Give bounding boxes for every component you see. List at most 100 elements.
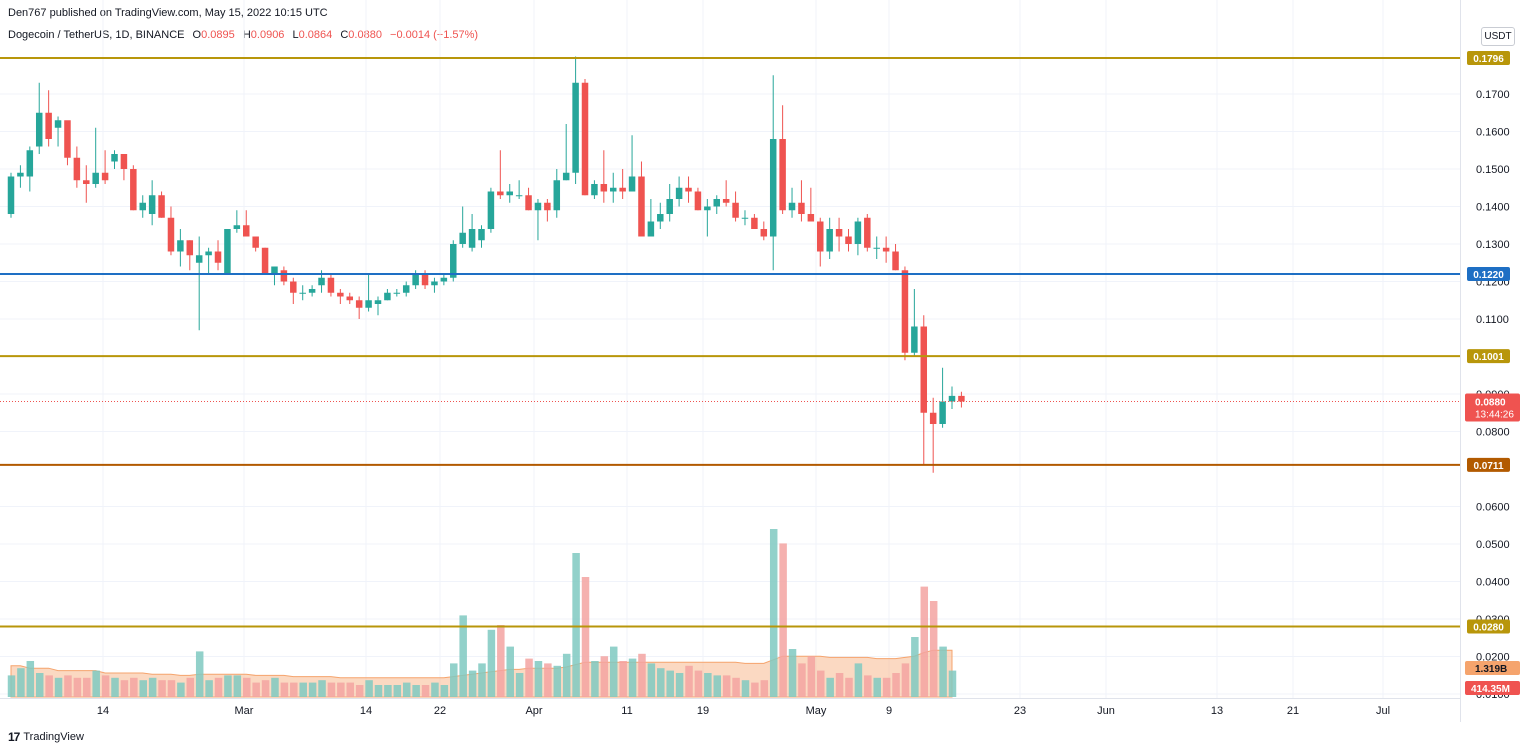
candle-body	[327, 277, 335, 293]
candle-body	[177, 240, 184, 252]
candle	[638, 161, 645, 237]
candle-body	[817, 221, 824, 252]
time-tick-label: 23	[1014, 705, 1026, 717]
candle	[741, 210, 749, 226]
symbol-legend: Dogecoin / TetherUS, 1D, BINANCE O0.0895…	[8, 29, 478, 41]
footer-brand: 17 TradingView	[8, 730, 84, 744]
candle	[835, 217, 843, 252]
volume-bar	[619, 661, 627, 697]
volume-ma-tag	[1465, 661, 1520, 675]
currency-button[interactable]: USDT	[1481, 27, 1515, 46]
candle-body	[534, 202, 542, 211]
candle-body	[562, 172, 570, 181]
volume-bar	[741, 680, 750, 697]
volume-bar	[337, 682, 345, 697]
candle	[939, 367, 946, 428]
candle-body	[280, 270, 288, 282]
candle	[525, 187, 532, 211]
candle	[515, 180, 523, 199]
volume-bar	[440, 685, 449, 697]
candle	[280, 266, 288, 286]
volume-bar	[525, 658, 533, 697]
candle	[581, 79, 589, 196]
candle	[233, 210, 241, 233]
brand-name: TradingView	[23, 731, 84, 743]
candle-body	[205, 251, 212, 256]
level-price-label: 0.1001	[1473, 352, 1504, 363]
volume-bar	[826, 677, 834, 697]
candle-body	[619, 187, 626, 192]
volume-bar	[788, 649, 797, 697]
volume-bar	[130, 677, 138, 697]
candle-body	[638, 176, 645, 237]
volume-bar	[450, 663, 458, 697]
volume-bar	[243, 677, 251, 697]
candle	[798, 180, 805, 222]
volume-bar	[817, 670, 825, 697]
volume-bar	[657, 668, 665, 697]
time-tick-label: 22	[434, 705, 446, 717]
candle-body	[101, 172, 109, 181]
low-label: L	[292, 29, 299, 41]
volume-bar	[948, 670, 957, 697]
candle-body	[337, 292, 344, 297]
time-tick-label: 19	[697, 705, 709, 717]
level-price-label: 0.1220	[1473, 270, 1504, 281]
candle-body	[224, 229, 231, 274]
candle	[45, 90, 52, 147]
volume-bar	[769, 529, 778, 697]
volume-bar	[365, 680, 373, 697]
symbol-name[interactable]: Dogecoin / TetherUS, 1D, BINANCE	[8, 29, 185, 41]
candle-body	[468, 229, 476, 248]
volume-bar	[73, 677, 82, 697]
candle	[83, 165, 90, 203]
candle-body	[769, 139, 777, 237]
price-tick-label: 0.0400	[1476, 577, 1510, 589]
candle-body	[290, 281, 297, 293]
candle-body	[111, 154, 118, 162]
candle	[826, 217, 833, 259]
candle-body	[35, 112, 43, 147]
candle	[195, 236, 203, 331]
candle	[365, 274, 372, 312]
volume-bar	[628, 658, 637, 697]
candle-body	[544, 202, 551, 211]
candle-body	[261, 247, 269, 274]
volume-bar	[751, 682, 759, 697]
candle	[111, 150, 118, 169]
candle-body	[506, 191, 513, 196]
volume-bar	[224, 675, 232, 697]
candle	[864, 214, 871, 252]
volume-bar	[412, 685, 420, 697]
volume-bar	[497, 625, 505, 697]
volume-bar	[704, 673, 712, 697]
volume-bar	[308, 682, 317, 697]
volume-bar	[713, 675, 721, 697]
candle-body	[939, 401, 946, 424]
price-tick-label: 0.1500	[1476, 164, 1510, 176]
volume-bar	[402, 682, 411, 697]
volume-bar	[261, 680, 270, 697]
candle	[402, 281, 410, 297]
volume-bar	[609, 646, 618, 697]
price-tick-label: 0.0200	[1476, 652, 1510, 664]
candle	[186, 240, 194, 271]
candle	[657, 202, 664, 229]
candle-body	[666, 199, 673, 214]
candle	[450, 240, 457, 282]
price-tick-label: 0.1300	[1476, 239, 1510, 251]
candle-body	[694, 191, 702, 211]
volume-ma-label: 1.319B	[1475, 664, 1507, 675]
volume-bar	[882, 677, 891, 697]
candle	[290, 277, 297, 304]
candle-body	[920, 326, 928, 413]
candle	[817, 217, 824, 267]
candle-body	[929, 412, 937, 424]
volume-bar	[158, 680, 166, 697]
volume-bar	[694, 670, 703, 697]
candle-body	[7, 176, 15, 214]
high-label: H	[242, 29, 251, 41]
volume-bar	[572, 553, 580, 697]
volume-bar	[299, 682, 307, 697]
